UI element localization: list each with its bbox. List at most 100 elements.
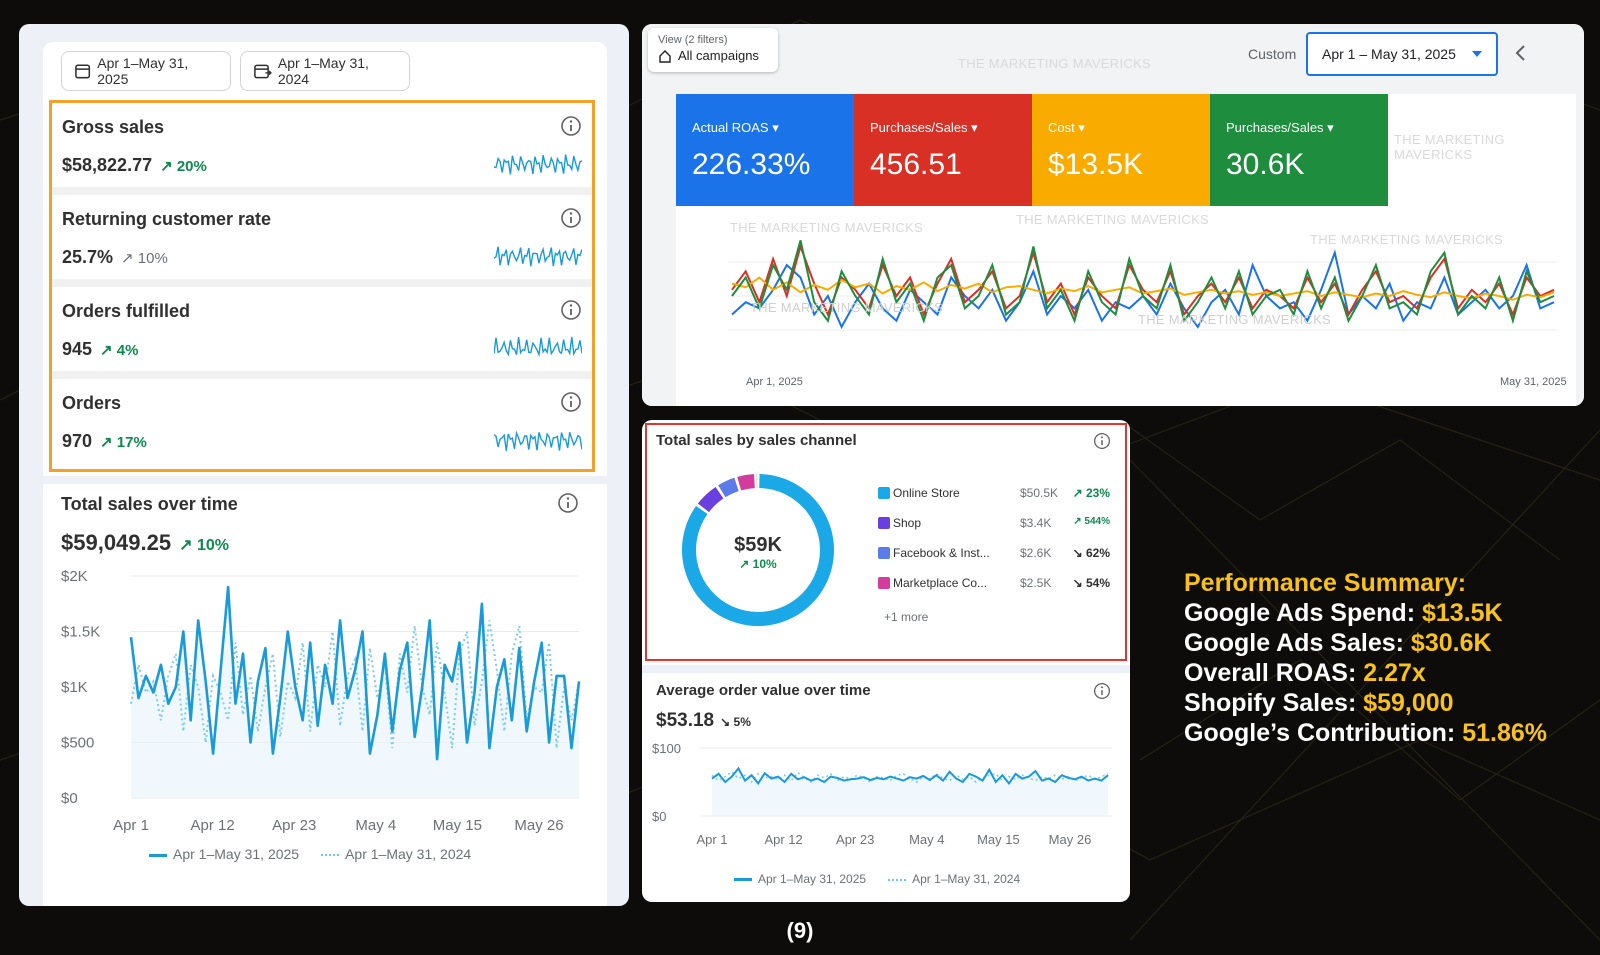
x-axis-end: May 31, 2025 (1500, 376, 1567, 388)
channel-row-marketplace[interactable]: Marketplace Co... $2.5K ↘ 54% (878, 576, 1110, 590)
view-filters-label: View (2 filters) (658, 34, 728, 46)
info-icon[interactable] (560, 207, 582, 229)
summary-line: Overall ROAS: 2.27x (1184, 659, 1426, 687)
series-line-current (129, 585, 581, 761)
y-tick-label: $1K (61, 679, 88, 696)
aov-title: Average order value over time (656, 682, 871, 699)
shopify-analytics-panel: Apr 1–May 31, 2025 Apr 1–May 31, 2024 Gr… (19, 24, 629, 906)
area-fill (131, 587, 579, 798)
metric-gross-sales[interactable]: Gross sales $58,822.77 ↗ 20% (52, 103, 592, 195)
campaign-filter-button[interactable]: View (2 filters) All campaigns (648, 28, 778, 72)
info-icon[interactable] (1093, 682, 1111, 700)
metric-title: Gross sales (62, 117, 165, 137)
chevron-left-icon[interactable] (1510, 42, 1532, 64)
metric-orders[interactable]: Orders 970 ↗ 17% (52, 379, 592, 469)
legend-compare: Apr 1–May 31, 2024 (321, 846, 471, 862)
x-axis-start: Apr 1, 2025 (746, 376, 803, 388)
tile-value: $13.5K (1048, 148, 1144, 181)
legend-compare: Apr 1–May 31, 2024 (888, 872, 1020, 886)
summary-line: Google Ads Spend: $13.5K (1184, 599, 1503, 627)
y-tick-label: $0 (652, 809, 666, 824)
channel-title: Total sales by sales channel (656, 432, 857, 449)
total-sales-title: Total sales over time (61, 494, 238, 514)
donut-slice (737, 474, 755, 491)
date-range-value: Apr 1 – May 31, 2025 (1322, 46, 1456, 62)
date-range-select[interactable]: Apr 1 – May 31, 2025 (1306, 32, 1498, 76)
info-icon[interactable] (560, 299, 582, 321)
more-channels-link[interactable]: +1 more (884, 610, 929, 624)
sparkline-chart (494, 430, 582, 451)
x-tick-label: May 15 (433, 817, 482, 834)
home-icon (659, 49, 671, 63)
total-sales-line-chart: $2K $1.5K $1K $500 $0 Apr 1 Apr 12 Apr 23 May 4 M… (61, 568, 581, 834)
sparkline-chart (494, 154, 582, 175)
channel-row-shop[interactable]: Shop $3.4K ↗ 544% (878, 516, 1110, 530)
channel-row-online-store[interactable]: Online Store $50.5K ↗ 23% (878, 486, 1110, 500)
key-metrics-highlight: Gross sales $58,822.77 ↗ 20% Returning cu… (49, 100, 595, 472)
calendar-icon (75, 64, 91, 79)
aov-line-chart: $100 $0 Apr 1 Apr 12 Apr 23 May 4 May 15 May 26 (652, 741, 1112, 847)
summary-line: Google’s Contribution: 51.86% (1184, 719, 1548, 747)
aov-value: $53.18 (656, 710, 715, 731)
sparkline-chart (494, 336, 582, 357)
ads-multi-line-chart (728, 240, 1558, 331)
metric-value: 970 (62, 431, 93, 451)
sparkline-chart (494, 246, 582, 267)
legend-current: Apr 1–May 31, 2025 (149, 846, 299, 862)
tile-actual-roas[interactable]: Actual ROAS ▾ 226.33% (676, 94, 854, 206)
info-icon[interactable] (557, 492, 579, 514)
y-tick-label: $500 (61, 735, 94, 752)
tile-value: 30.6K (1226, 148, 1305, 181)
sales-channel-donut (682, 474, 834, 626)
series-line-current (711, 766, 1109, 786)
watermark: THE MARKETING MAVERICKS (730, 220, 924, 235)
watermark: THE MARKETING MAVERICKS (750, 300, 944, 315)
x-tick-label: Apr 1 (696, 832, 727, 847)
date-range-current-label: Apr 1–May 31, 2025 (97, 55, 189, 87)
metric-value: 25.7% (62, 247, 114, 267)
tile-cost[interactable]: Cost ▾ $13.5K (1032, 94, 1210, 206)
metric-title: Orders (62, 393, 122, 413)
info-icon[interactable] (1093, 432, 1111, 450)
date-range-compare-button[interactable]: Apr 1–May 31, 2024 (240, 51, 410, 91)
google-ads-panel: View (2 filters) All campaigns THE MARKE… (642, 24, 1584, 406)
total-sales-value: $59,049.25 (61, 530, 172, 555)
watermark: THE MARKETING MAVERICKS (1016, 212, 1210, 227)
date-range-current-button[interactable]: Apr 1–May 31, 2025 (61, 51, 231, 91)
summary-line: Shopify Sales: $59,000 (1184, 689, 1454, 717)
metric-returning-customer-rate[interactable]: Returning customer rate 25.7% ↗ 10% (52, 195, 592, 287)
donut-slice (718, 477, 739, 498)
summary-heading: Performance Summary: (1184, 569, 1467, 597)
x-tick-label: Apr 23 (836, 832, 874, 847)
y-tick-label: $100 (652, 741, 681, 756)
legend-current: Apr 1–May 31, 2025 (734, 872, 866, 886)
tile-value: 456.51 (870, 148, 962, 181)
ads-series-line-1 (731, 243, 1555, 318)
tile-purchases-sales-2[interactable]: Purchases/Sales ▾ 30.6K (1210, 94, 1388, 206)
watermark: THE MARKETING MAVERICKS (1394, 132, 1505, 162)
x-tick-label: Apr 12 (764, 832, 802, 847)
metric-title: Returning customer rate (62, 209, 272, 229)
metric-value: 945 (62, 339, 93, 359)
channel-row-facebook-instagram[interactable]: Facebook & Inst... $2.6K ↘ 62% (878, 546, 1110, 560)
dropdown-arrow-icon (1472, 51, 1482, 57)
x-tick-label: May 4 (355, 817, 396, 834)
total-sales-change: ↗ 10% (179, 537, 229, 554)
x-tick-label: Apr 12 (190, 817, 234, 834)
metric-change: ↗ 17% (100, 434, 147, 451)
metric-change: ↗ 20% (160, 158, 207, 175)
total-sales-legend: Apr 1–May 31, 2025 Apr 1–May 31, 2024 (149, 846, 471, 862)
info-icon[interactable] (560, 115, 582, 137)
aov-change: ↘ 5% (720, 715, 751, 729)
x-tick-label: May 15 (977, 832, 1020, 847)
metric-orders-fulfilled[interactable]: Orders fulfilled 945 ↗ 4% (52, 287, 592, 379)
area-fill (712, 768, 1108, 816)
tile-purchases-sales-1[interactable]: Purchases/Sales ▾ 456.51 (854, 94, 1032, 206)
x-tick-label: May 26 (514, 817, 563, 834)
tile-value: 226.33% (692, 148, 811, 181)
donut-slice (756, 474, 758, 489)
info-icon[interactable] (560, 391, 582, 413)
metric-change: ↗ 4% (100, 342, 139, 359)
all-campaigns-label: All campaigns (678, 48, 759, 63)
metric-change: ↗ 10% (121, 250, 168, 267)
